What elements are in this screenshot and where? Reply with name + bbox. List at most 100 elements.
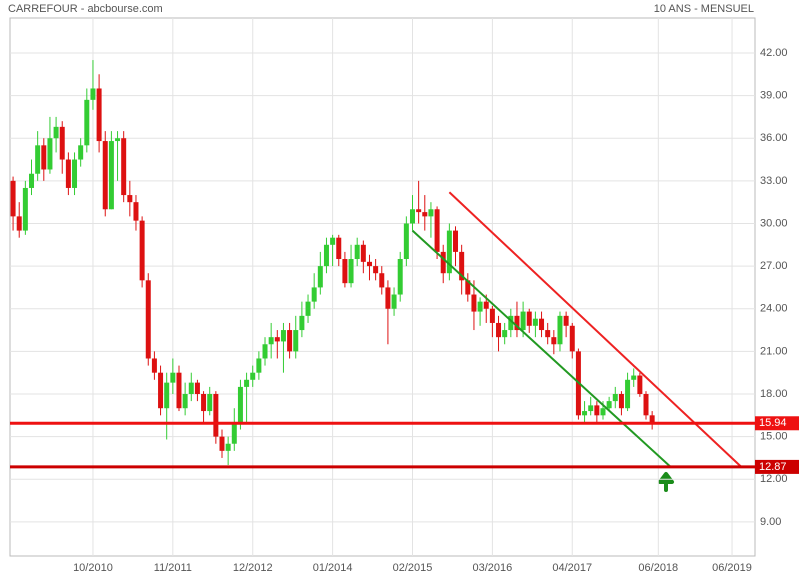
candle-body bbox=[539, 318, 545, 331]
candle-body bbox=[158, 372, 164, 409]
candle-body bbox=[354, 244, 360, 260]
candle-body bbox=[207, 394, 213, 412]
candle-body bbox=[268, 337, 274, 345]
y-tick-label: 15.00 bbox=[760, 431, 788, 443]
level-label: 12.87 bbox=[759, 461, 787, 473]
candle-body bbox=[391, 294, 397, 309]
candle-body bbox=[514, 315, 520, 331]
candle-body bbox=[502, 330, 508, 338]
candle-body bbox=[287, 330, 293, 352]
level-label-box bbox=[755, 416, 799, 431]
candle-body bbox=[231, 422, 237, 444]
candle-body bbox=[582, 411, 588, 416]
candle-body bbox=[330, 237, 336, 245]
x-tick-label: 04/2017 bbox=[552, 562, 592, 574]
candle-body bbox=[35, 145, 41, 174]
candle-body bbox=[250, 372, 256, 380]
candle-body bbox=[151, 358, 157, 373]
x-tick-label: 01/2014 bbox=[313, 562, 353, 574]
candle-body bbox=[532, 318, 538, 326]
x-tick-label: 10/2010 bbox=[73, 562, 113, 574]
trend-line bbox=[448, 191, 742, 468]
candle-body bbox=[489, 308, 495, 323]
y-tick-label: 27.00 bbox=[760, 260, 788, 272]
y-tick-label: 24.00 bbox=[760, 303, 788, 315]
candle-body bbox=[631, 375, 637, 380]
trend-line bbox=[411, 229, 672, 468]
candle-body bbox=[16, 216, 22, 231]
candle-body bbox=[409, 209, 415, 224]
candle-body bbox=[569, 325, 575, 352]
candle-body bbox=[483, 301, 489, 309]
candle-body bbox=[373, 266, 379, 274]
candle-body bbox=[545, 330, 551, 338]
candle-body bbox=[594, 405, 600, 416]
candle-body bbox=[22, 187, 28, 231]
x-tick-label: 02/2015 bbox=[393, 562, 433, 574]
candle-body bbox=[459, 251, 465, 281]
candle-body bbox=[41, 145, 47, 170]
candle-body bbox=[90, 88, 96, 100]
candle-body bbox=[520, 311, 526, 331]
chart-subtitle: 10 ANS - MENSUEL bbox=[654, 3, 754, 15]
x-tick-label: 11/2011 bbox=[154, 562, 192, 574]
candle-body bbox=[379, 273, 385, 288]
candle-body bbox=[311, 287, 317, 302]
candle-body bbox=[59, 126, 65, 160]
candle-body bbox=[508, 315, 514, 331]
candle-body bbox=[127, 195, 133, 203]
candle-body bbox=[465, 280, 471, 295]
candle-body bbox=[588, 405, 594, 412]
candle-body bbox=[176, 372, 182, 409]
y-tick-label: 36.00 bbox=[760, 132, 788, 144]
candle-body bbox=[366, 261, 372, 267]
y-tick-label: 33.00 bbox=[760, 175, 788, 187]
candle-body bbox=[47, 138, 53, 170]
chart-title: CARREFOUR - abcbourse.com bbox=[8, 3, 163, 15]
y-tick-label: 30.00 bbox=[760, 217, 788, 229]
candle-body bbox=[78, 145, 84, 160]
candle-body bbox=[182, 394, 188, 409]
candle-body bbox=[10, 180, 16, 217]
candle-body bbox=[299, 315, 305, 331]
candle-body bbox=[403, 223, 409, 260]
candle-body bbox=[606, 401, 612, 409]
x-tick-label: 06/2018 bbox=[638, 562, 678, 574]
candle-body bbox=[213, 394, 219, 437]
candle-body bbox=[625, 379, 631, 409]
level-label: 15.94 bbox=[759, 417, 787, 429]
candle-body bbox=[643, 394, 649, 416]
candle-body bbox=[280, 330, 286, 342]
candle-body bbox=[348, 259, 354, 284]
candle-body bbox=[471, 294, 477, 312]
candle-body bbox=[170, 372, 176, 383]
candle-body bbox=[453, 230, 459, 252]
candle-body bbox=[477, 301, 483, 312]
candle-body bbox=[96, 88, 102, 142]
candle-body bbox=[551, 337, 557, 345]
candle-body bbox=[637, 375, 643, 395]
y-tick-label: 9.00 bbox=[760, 516, 781, 528]
candle-body bbox=[72, 159, 78, 188]
candle-body bbox=[305, 301, 311, 316]
candle-body bbox=[65, 159, 71, 188]
candle-body bbox=[219, 436, 225, 451]
candle-body bbox=[600, 408, 606, 416]
candle-body bbox=[496, 322, 502, 338]
candle-body bbox=[428, 209, 434, 217]
candle-body bbox=[385, 287, 391, 309]
candle-body bbox=[84, 99, 90, 146]
candle-body bbox=[225, 443, 231, 451]
arrow bbox=[658, 472, 674, 492]
candle-body bbox=[164, 382, 170, 409]
candle-body bbox=[274, 337, 280, 342]
candle-body bbox=[139, 220, 145, 281]
candle-body bbox=[293, 330, 299, 352]
candle-body bbox=[244, 379, 250, 387]
plot-frame bbox=[9, 17, 756, 557]
candle-body bbox=[133, 202, 139, 221]
candle-body bbox=[342, 259, 348, 284]
candle-body bbox=[397, 259, 403, 295]
